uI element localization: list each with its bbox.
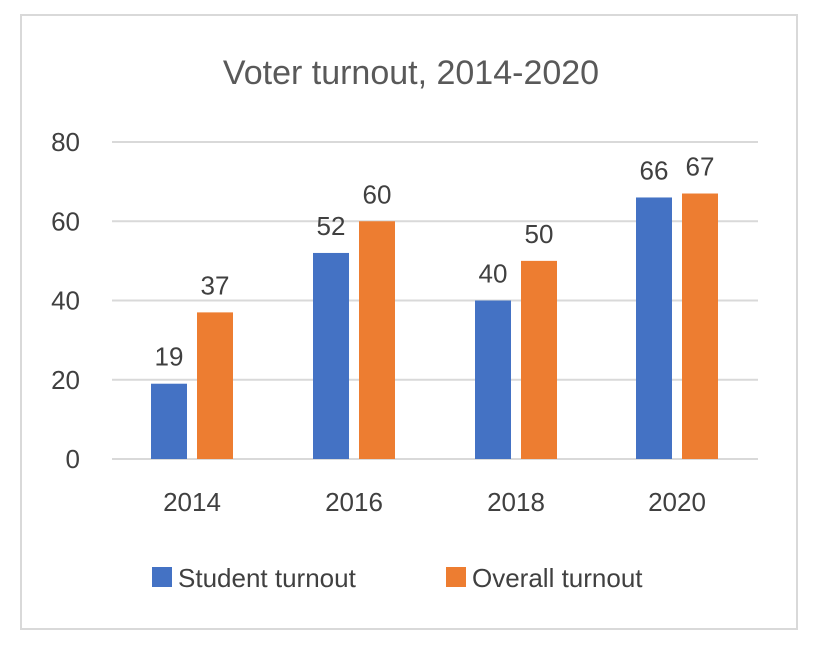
y-tick-label: 60 <box>51 206 80 236</box>
y-tick-label: 80 <box>51 127 80 157</box>
data-label: 19 <box>155 342 184 372</box>
legend-swatch <box>152 567 172 587</box>
data-label: 66 <box>640 155 669 185</box>
bar-overall-2018 <box>521 260 557 459</box>
bar-student-2018 <box>475 300 511 459</box>
bar-student-2014 <box>151 383 187 459</box>
y-tick-label: 0 <box>66 444 80 474</box>
data-label: 60 <box>363 179 392 209</box>
legend: Student turnout Overall turnout <box>152 563 643 593</box>
data-label: 50 <box>525 219 554 249</box>
bar-student-2016 <box>313 252 349 459</box>
x-tick-label: 2016 <box>325 487 383 517</box>
y-tick-label: 40 <box>51 286 80 316</box>
legend-label: Overall turnout <box>472 563 643 593</box>
bar-overall-2020 <box>682 193 718 459</box>
bar-overall-2016 <box>359 221 395 459</box>
y-tick-label: 20 <box>51 365 80 395</box>
data-label: 40 <box>479 259 508 289</box>
bars <box>151 193 718 459</box>
legend-label: Student turnout <box>178 563 357 593</box>
data-labels: 19 37 52 60 40 50 66 67 <box>155 152 715 372</box>
bar-overall-2014 <box>197 312 233 459</box>
x-tick-label: 2018 <box>487 487 545 517</box>
y-axis-ticks: 0 20 40 60 80 <box>51 127 80 474</box>
bar-student-2020 <box>636 197 672 459</box>
x-tick-label: 2014 <box>163 487 221 517</box>
data-label: 37 <box>201 270 230 300</box>
legend-swatch <box>446 567 466 587</box>
x-tick-label: 2020 <box>648 487 706 517</box>
data-label: 52 <box>317 211 346 241</box>
x-axis-ticks: 2014 2016 2018 2020 <box>163 487 706 517</box>
data-label: 67 <box>686 152 715 182</box>
chart-title: Voter turnout, 2014-2020 <box>223 54 599 92</box>
